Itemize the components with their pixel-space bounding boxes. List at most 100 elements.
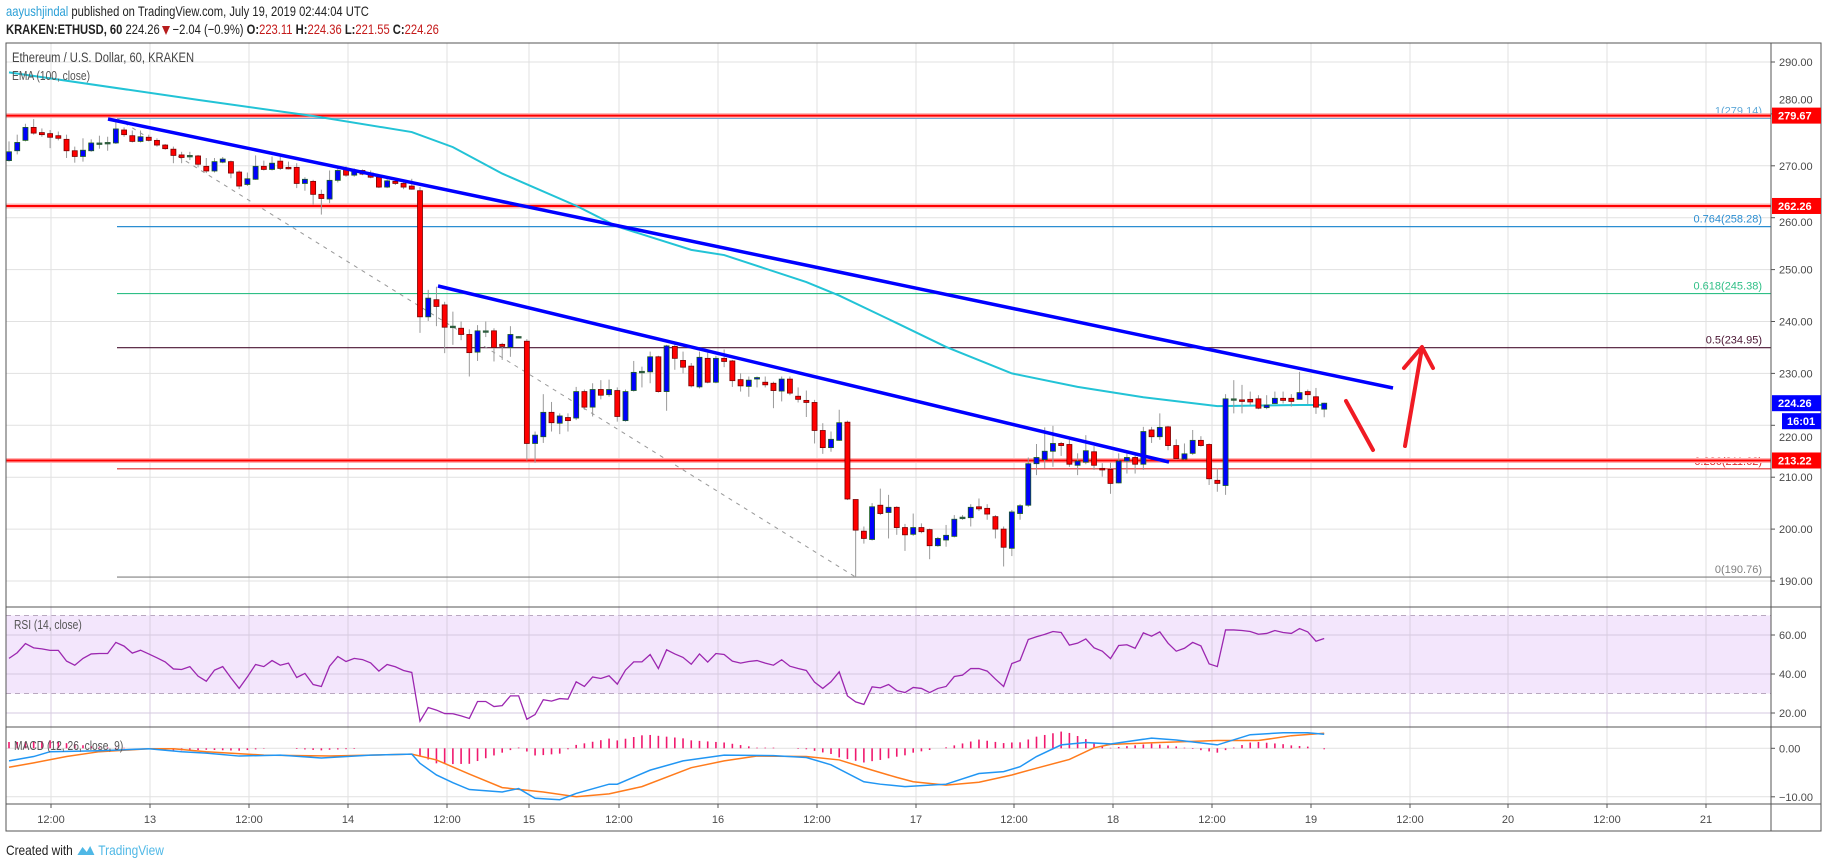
last-price: 224.26 — [125, 21, 160, 37]
level-price-tag: 262.26 — [1778, 201, 1812, 213]
macd-tick-label: 0.00 — [1779, 743, 1800, 755]
axes[interactable]: 12:00 13 12:00 14 12:00 15 12:00 16 12:00 17 12:00… — [37, 57, 1821, 826]
candle — [14, 134, 21, 155]
candle-body-down — [1239, 399, 1245, 402]
macd-histogram-bar — [879, 748, 882, 760]
price-tick-label: 250.00 — [1779, 265, 1813, 277]
candle-body-down — [688, 365, 695, 387]
candle-body-up — [1050, 443, 1056, 452]
candle-body-up — [1041, 450, 1048, 460]
candle-body-down — [976, 506, 982, 510]
candle — [384, 179, 391, 189]
macd-histogram-bar — [863, 748, 865, 763]
low-label: L: — [344, 21, 356, 37]
candle-body-down — [844, 421, 851, 500]
candle — [704, 352, 711, 384]
candle-body-down — [597, 389, 604, 396]
low-value: 221.55 — [355, 21, 390, 37]
candle-body-up — [1124, 457, 1130, 462]
candle — [1198, 436, 1204, 447]
candle — [145, 134, 152, 142]
candle-body-down — [310, 180, 317, 195]
macd-histogram-bar — [484, 748, 487, 759]
up-arrow-annotation[interactable] — [1403, 346, 1424, 448]
candle-body-down — [392, 180, 399, 184]
candle-body-up — [137, 136, 144, 142]
candle-body-down — [770, 382, 777, 391]
candle-body-up — [1025, 463, 1032, 506]
macd-histogram-bar — [953, 745, 956, 749]
candle — [47, 129, 53, 149]
fib-trend-line[interactable] — [116, 117, 856, 578]
time-tick-label: 18 — [1107, 814, 1119, 826]
candle-body-down — [30, 126, 37, 134]
candle-body-up — [1296, 392, 1303, 400]
down-arrow-annotation[interactable] — [1344, 399, 1375, 452]
candle — [1132, 453, 1139, 474]
main-pane[interactable]: 1(279.14)0.764(258.28)0.618(245.38)0.5(2… — [6, 71, 1771, 578]
candle — [1058, 441, 1065, 456]
candle-body-down — [1288, 397, 1295, 402]
candle-body-up — [252, 165, 259, 180]
candle-body-up — [1140, 431, 1147, 465]
close-value: 224.26 — [404, 21, 439, 37]
rsi-pane[interactable] — [6, 607, 1771, 727]
time-tick-label: 15 — [523, 814, 535, 826]
candle — [186, 151, 193, 161]
candle-body-down — [482, 330, 489, 333]
candle-body-up — [967, 506, 974, 519]
candle-body-up — [951, 518, 958, 537]
candle-body-up — [1271, 397, 1278, 404]
macd-histogram-bar — [254, 748, 257, 750]
candle — [860, 526, 867, 544]
candle — [1304, 389, 1311, 405]
tradingview-link[interactable]: TradingView — [98, 842, 164, 858]
candle-body-up — [663, 345, 670, 392]
candle — [1008, 509, 1015, 557]
candle-body-up — [910, 527, 917, 535]
candle — [334, 166, 341, 183]
macd-histogram-bar — [1159, 744, 1161, 749]
macd-histogram-bar — [1117, 746, 1120, 749]
candle-body-up — [302, 178, 308, 184]
candle — [1206, 443, 1213, 485]
author-link[interactable]: aayushjindal — [6, 3, 69, 19]
down-triangle-icon — [162, 25, 171, 35]
price-tick-label: 220.00 — [1779, 432, 1813, 444]
candle-body-down — [1165, 426, 1171, 446]
candle-body-down — [277, 160, 284, 169]
candle-body-down — [795, 395, 802, 400]
macd-histogram-bar — [1216, 748, 1219, 753]
macd-pane[interactable] — [6, 731, 1771, 801]
candle-body-up — [1082, 450, 1089, 463]
candle — [523, 339, 530, 461]
macd-histogram-bar — [912, 748, 914, 753]
candle-body-down — [762, 381, 769, 386]
candle-body-down — [121, 129, 127, 136]
candle — [1247, 391, 1254, 406]
candle — [1189, 429, 1196, 455]
ema-legend: EMA (100, close) — [12, 70, 90, 83]
candle — [630, 360, 637, 392]
lower-trendline[interactable] — [437, 284, 1170, 464]
rsi-tick-label: 60.00 — [1779, 630, 1807, 642]
upper-trendline[interactable] — [107, 117, 1394, 390]
price-tick-label: 290.00 — [1779, 57, 1813, 69]
time-tick-label: 14 — [342, 814, 354, 826]
candle — [639, 366, 645, 388]
macd-histogram-bar — [1101, 745, 1104, 749]
macd-histogram-bar — [1068, 732, 1071, 749]
macd-histogram-bar — [1191, 748, 1194, 749]
macd-histogram-bar — [534, 748, 536, 756]
candle-body-down — [1280, 397, 1286, 401]
candle-body-down — [228, 161, 234, 174]
candle-body-down — [787, 378, 793, 394]
macd-histogram-bar — [1027, 739, 1030, 749]
candle-body-up — [713, 357, 719, 383]
macd-histogram-bar — [1043, 734, 1046, 749]
candle-body-down — [737, 379, 744, 387]
candle-body-up — [22, 126, 29, 141]
candle-body-down — [1000, 528, 1007, 548]
fib-level-label: 0.764(258.28) — [1694, 214, 1763, 226]
